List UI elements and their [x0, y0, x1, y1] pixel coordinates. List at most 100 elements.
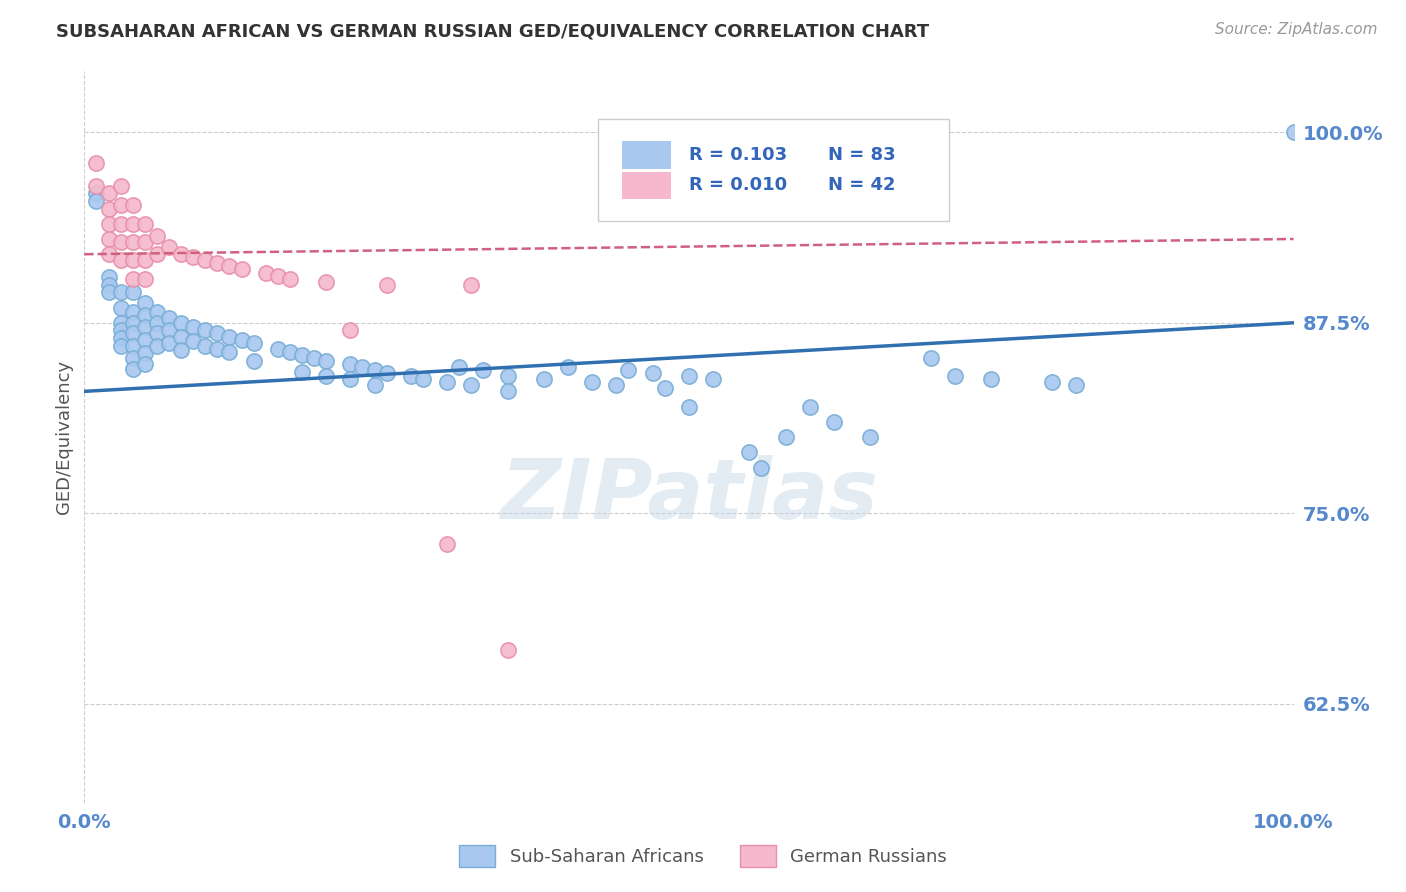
Point: [110, 316, 132, 330]
Text: R = 0.010: R = 0.010: [689, 177, 787, 194]
Point: [110, 331, 132, 345]
Point: [291, 365, 314, 379]
Point: [291, 348, 314, 362]
Point: [134, 271, 156, 285]
Point: [134, 217, 156, 231]
Point: [375, 366, 398, 380]
Point: [1064, 378, 1087, 392]
Point: [97, 217, 120, 231]
Point: [617, 363, 640, 377]
Point: [121, 339, 143, 353]
Point: [654, 381, 676, 395]
Point: [110, 339, 132, 353]
Point: [412, 372, 434, 386]
Point: [134, 235, 156, 249]
Point: [181, 334, 204, 348]
Y-axis label: GED/Equivalency: GED/Equivalency: [55, 360, 73, 514]
Point: [278, 271, 301, 285]
Point: [436, 537, 458, 551]
Point: [339, 323, 361, 337]
Point: [738, 445, 761, 459]
Point: [460, 277, 482, 292]
Point: [242, 354, 264, 368]
Point: [157, 311, 180, 326]
Point: [110, 285, 132, 300]
Point: [315, 369, 337, 384]
Text: N = 42: N = 42: [828, 177, 896, 194]
Point: [533, 372, 555, 386]
Point: [97, 202, 120, 216]
Point: [86, 186, 108, 201]
Point: [496, 369, 519, 384]
Point: [121, 351, 143, 365]
Point: [86, 194, 108, 208]
Point: [218, 344, 240, 359]
Point: [110, 235, 132, 249]
Point: [170, 316, 193, 330]
Point: [97, 247, 120, 261]
Point: [134, 253, 156, 268]
Point: [207, 256, 229, 270]
Point: [702, 372, 724, 386]
Point: [110, 198, 132, 212]
Point: [121, 326, 143, 341]
Point: [315, 354, 337, 368]
Point: [86, 156, 108, 170]
Point: [134, 357, 156, 371]
Point: [641, 366, 664, 380]
Point: [110, 301, 132, 315]
Text: N = 83: N = 83: [828, 145, 896, 164]
Point: [399, 369, 422, 384]
Point: [231, 333, 253, 347]
Point: [121, 217, 143, 231]
Point: [97, 277, 120, 292]
Point: [194, 323, 217, 337]
Point: [267, 342, 290, 356]
FancyBboxPatch shape: [623, 171, 671, 199]
Point: [170, 329, 193, 343]
Point: [134, 296, 156, 310]
Point: [121, 253, 143, 268]
Point: [278, 344, 301, 359]
Point: [231, 262, 253, 277]
Point: [121, 235, 143, 249]
Point: [134, 346, 156, 360]
Point: [97, 270, 120, 285]
Point: [121, 361, 143, 376]
Point: [146, 247, 169, 261]
Point: [181, 250, 204, 264]
Point: [339, 372, 361, 386]
Point: [460, 378, 482, 392]
Point: [375, 277, 398, 292]
Point: [194, 339, 217, 353]
Point: [678, 369, 700, 384]
Point: [980, 372, 1002, 386]
Point: [496, 643, 519, 657]
Point: [146, 326, 169, 341]
FancyBboxPatch shape: [599, 119, 949, 221]
Point: [134, 320, 156, 334]
Point: [86, 178, 108, 193]
Point: [557, 359, 579, 374]
Point: [157, 335, 180, 350]
Point: [157, 239, 180, 253]
Text: Source: ZipAtlas.com: Source: ZipAtlas.com: [1215, 22, 1378, 37]
Point: [605, 378, 627, 392]
Point: [121, 305, 143, 319]
Point: [110, 217, 132, 231]
Point: [799, 400, 821, 414]
Point: [943, 369, 966, 384]
Point: [207, 326, 229, 341]
Point: [436, 376, 458, 390]
Point: [472, 363, 495, 377]
Point: [146, 316, 169, 330]
Point: [242, 335, 264, 350]
Point: [218, 260, 240, 274]
Legend: Sub-Saharan Africans, German Russians: Sub-Saharan Africans, German Russians: [451, 838, 955, 874]
Point: [134, 333, 156, 347]
Text: R = 0.103: R = 0.103: [689, 145, 787, 164]
Point: [496, 384, 519, 399]
Point: [581, 376, 603, 390]
Point: [157, 323, 180, 337]
Point: [315, 275, 337, 289]
